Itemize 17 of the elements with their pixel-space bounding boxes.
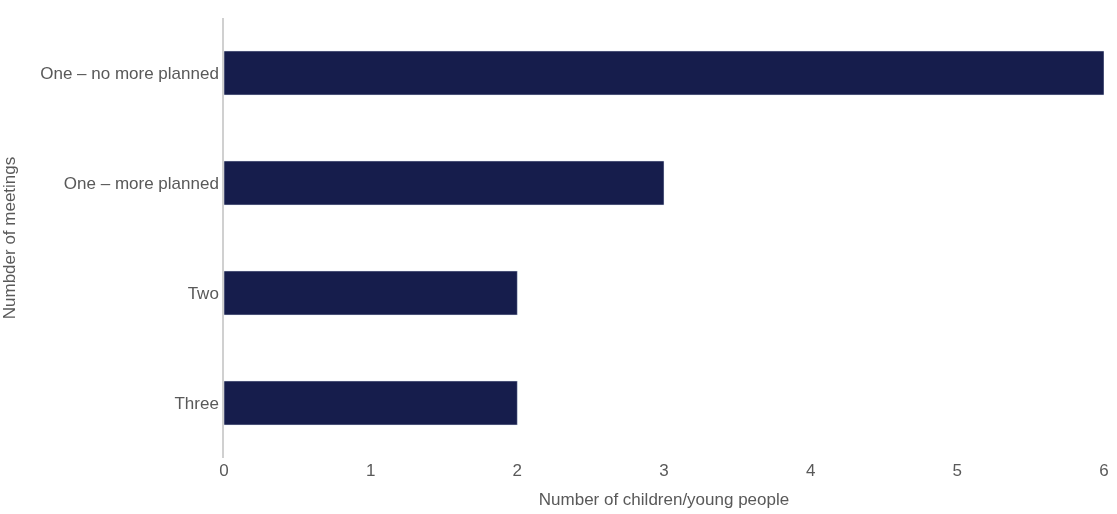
y-tick-label: One – more planned bbox=[63, 173, 219, 193]
bar bbox=[224, 380, 518, 426]
y-tick-label: Three bbox=[174, 393, 219, 413]
x-axis-title: Number of children/young people bbox=[538, 490, 790, 510]
y-axis-title: Numbder of meetings bbox=[0, 156, 20, 320]
y-tick-label: One – no more planned bbox=[40, 63, 219, 83]
x-tick-label: 3 bbox=[659, 461, 669, 480]
bar bbox=[224, 270, 518, 316]
x-tick-label: 4 bbox=[805, 461, 816, 480]
x-tick-label: 6 bbox=[1099, 461, 1109, 480]
x-tick-label: 1 bbox=[365, 461, 376, 480]
y-tick-label: Two bbox=[187, 283, 219, 303]
bar bbox=[224, 50, 1104, 96]
x-tick-label: 0 bbox=[219, 461, 229, 480]
x-tick-label: 2 bbox=[512, 461, 523, 480]
bar bbox=[224, 160, 665, 206]
x-tick-label: 5 bbox=[952, 461, 963, 480]
